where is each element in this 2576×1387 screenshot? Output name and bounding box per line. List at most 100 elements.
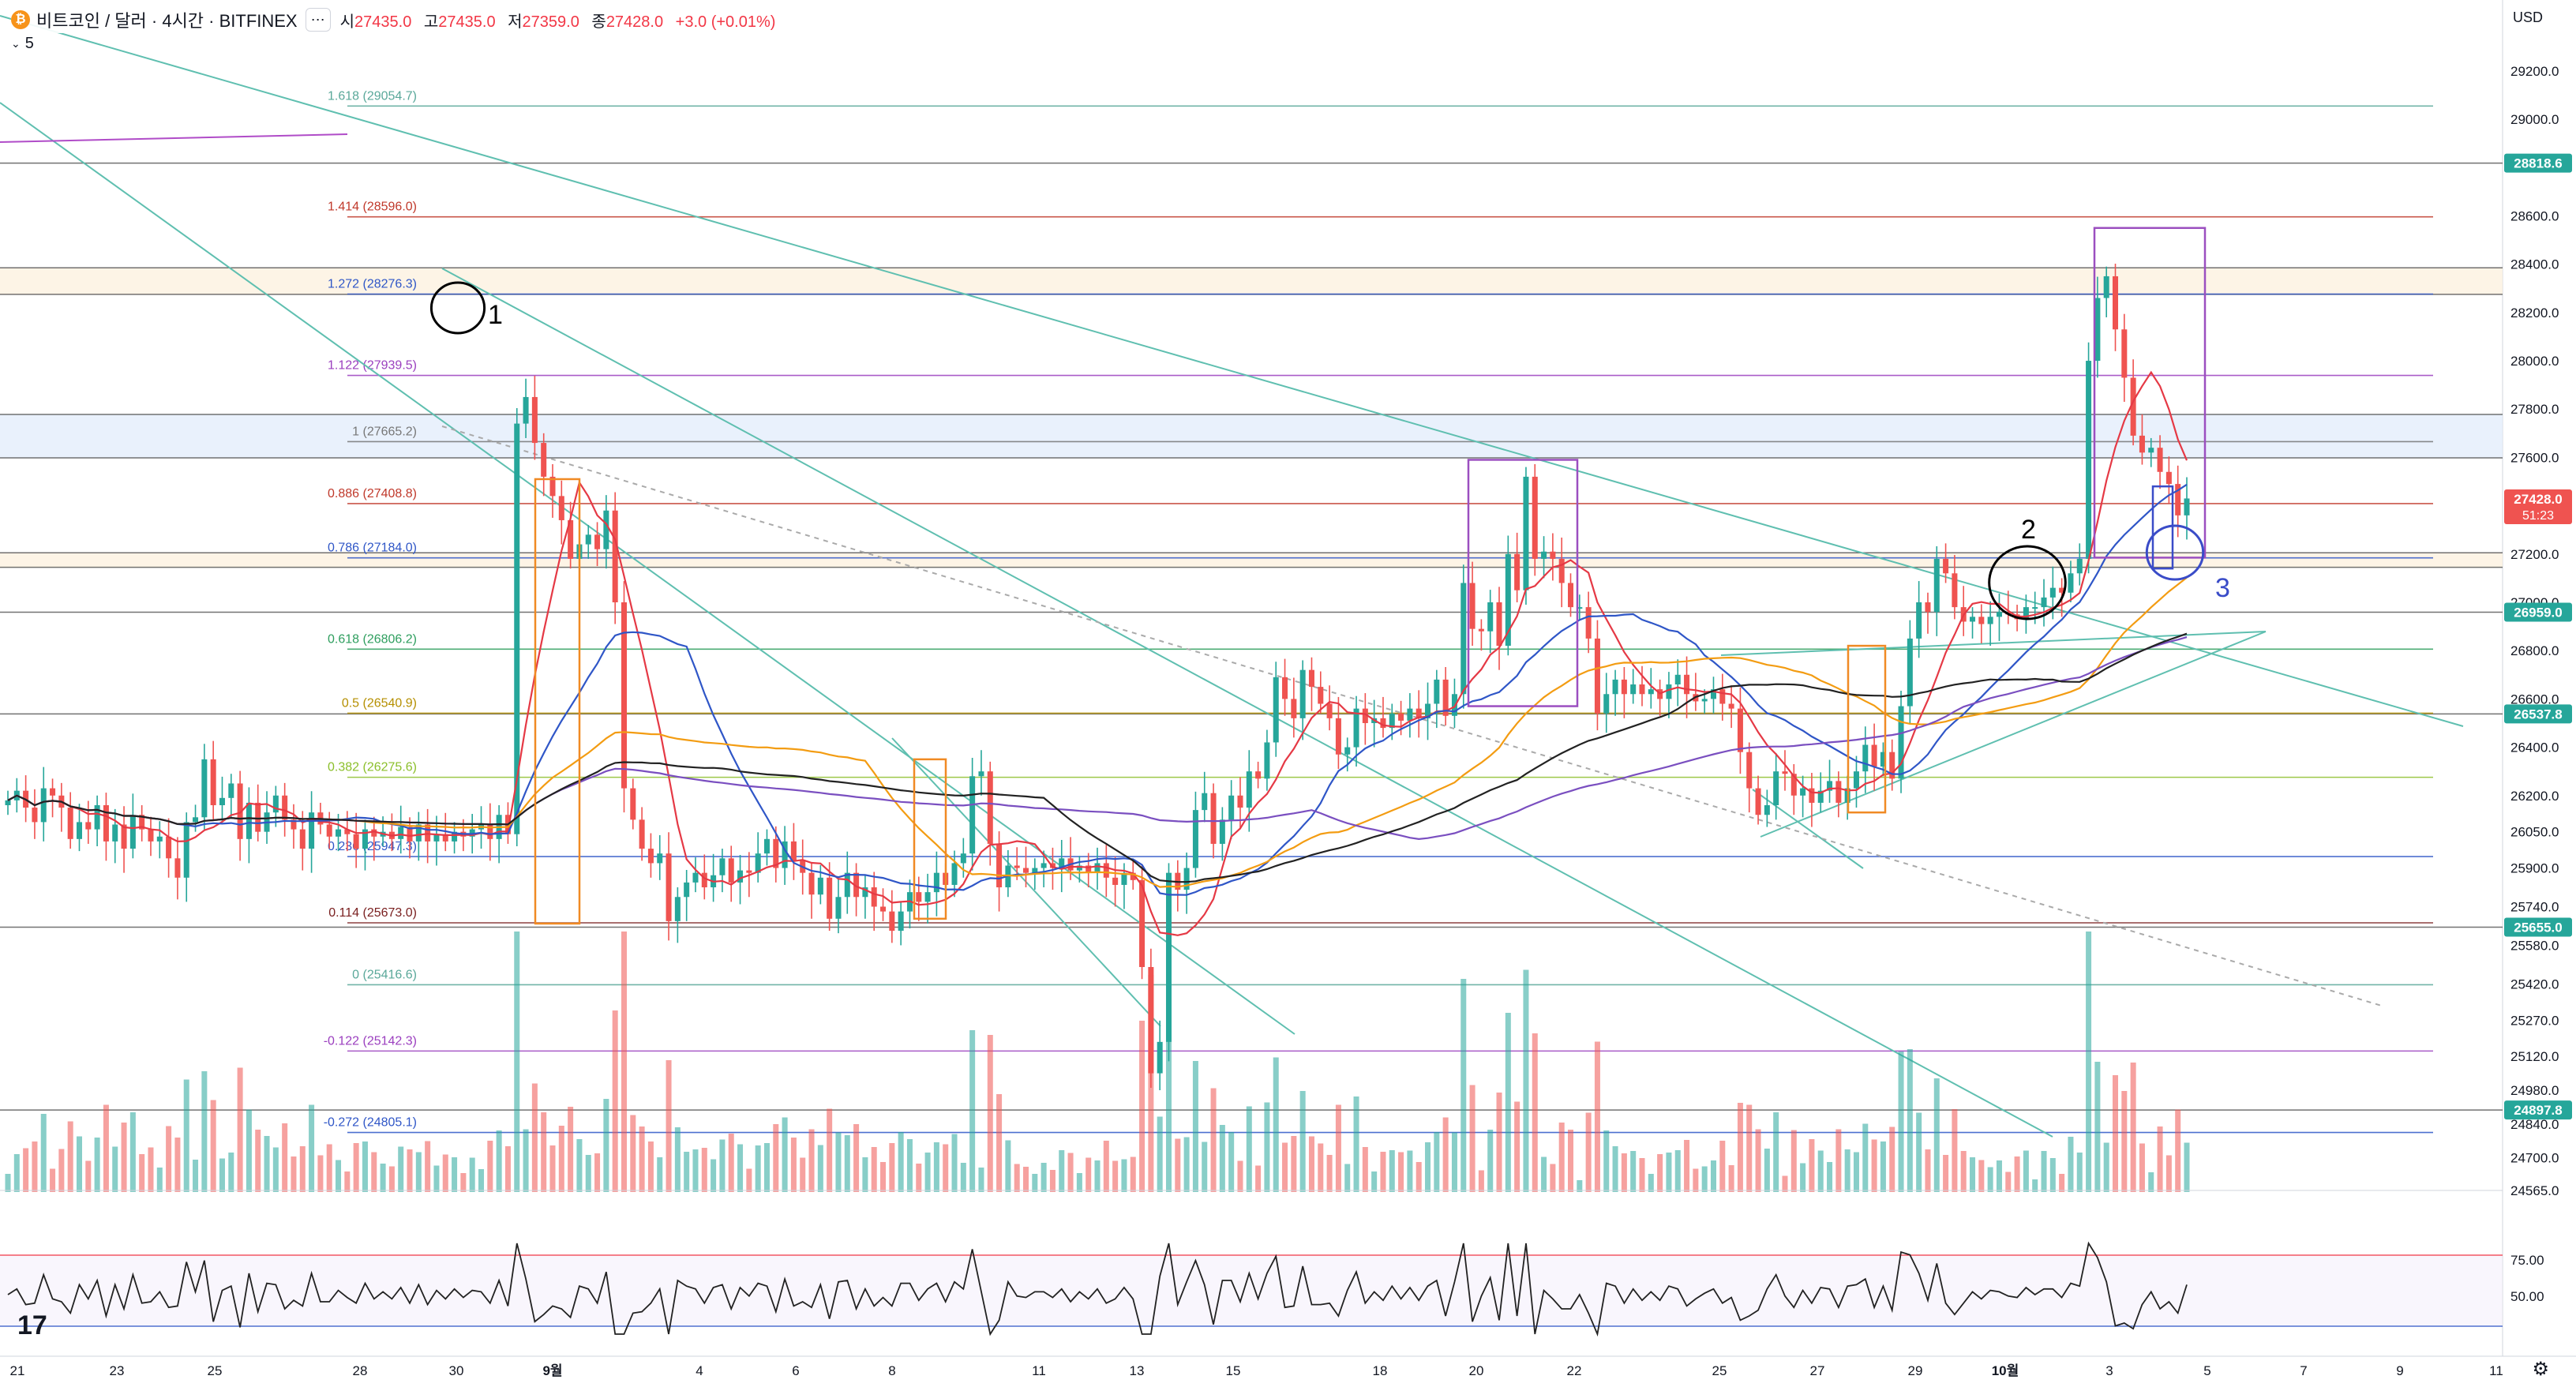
volume-bar — [174, 1138, 181, 1192]
candle-body — [1121, 872, 1127, 885]
candle-body — [674, 897, 681, 921]
candle-body — [2165, 471, 2172, 485]
candle-body — [1407, 708, 1413, 721]
volume-bar — [264, 1136, 270, 1192]
volume-bar — [711, 1159, 717, 1192]
candle-body — [1496, 602, 1502, 647]
candle-body — [1701, 699, 1708, 702]
candle-body — [1434, 679, 1440, 704]
candle-body — [2094, 298, 2101, 362]
volume-bar — [1568, 1130, 1574, 1192]
trend-line — [441, 425, 2385, 1007]
candle-body — [1130, 872, 1136, 880]
candle-body — [1264, 742, 1270, 779]
fib-level-label: 0.382 (26275.6) — [328, 761, 417, 774]
fib-level-label: 1.618 (29054.7) — [328, 89, 417, 103]
candle-body — [210, 759, 216, 805]
candle-body — [898, 911, 904, 932]
candle-body — [1943, 558, 1949, 574]
volume-bar — [2049, 1158, 2056, 1192]
tradingview-logo-icon[interactable]: 17 — [17, 1310, 47, 1340]
time-axis-label: 29 — [1908, 1363, 1923, 1378]
volume-bar — [121, 1123, 127, 1192]
bitcoin-icon: ₿ — [11, 10, 30, 29]
volume-bar — [1425, 1142, 1431, 1192]
candle-body — [237, 783, 243, 839]
candle-body — [1603, 694, 1610, 714]
volume-bar — [32, 1141, 38, 1192]
volume-bar — [237, 1067, 243, 1192]
volume-bar — [835, 1132, 842, 1192]
volume-bar — [1719, 1141, 1726, 1192]
trend-line — [441, 268, 2053, 1138]
fib-level-label: -0.272 (24805.1) — [324, 1116, 417, 1130]
indicator-toggle[interactable]: ⌄ 5 — [11, 35, 34, 53]
volume-bar — [1264, 1102, 1270, 1192]
candle-body — [1585, 607, 1592, 639]
volume-bar — [1755, 1129, 1761, 1192]
price-axis-label: 26600.0 — [2510, 692, 2559, 707]
volume-bar — [960, 1163, 966, 1192]
currency-label[interactable]: USD — [2512, 9, 2543, 25]
more-options-icon[interactable]: ⋯ — [305, 8, 331, 32]
candle-body — [103, 805, 109, 842]
volume-bar — [452, 1157, 458, 1192]
candle-body — [1112, 877, 1119, 885]
volume-bar — [2130, 1063, 2136, 1192]
symbol-title[interactable]: 비트코인 / 달러 · 4시간 · BITFINEX — [36, 11, 298, 31]
annotation-label: 2 — [2021, 515, 2036, 545]
candle-body — [1996, 612, 2002, 617]
candle-body — [1550, 551, 1556, 559]
candle-body — [5, 800, 11, 805]
candle-body — [2157, 448, 2163, 472]
price-axis-label: 26400.0 — [2510, 740, 2559, 755]
volume-bar — [156, 1168, 163, 1192]
volume-bar — [603, 1099, 609, 1192]
time-axis-label: 21 — [10, 1363, 25, 1378]
volume-bar — [1621, 1153, 1627, 1192]
volume-bar — [1299, 1091, 1306, 1192]
candle-body — [139, 815, 145, 830]
price-axis-label: 24980.0 — [2510, 1083, 2559, 1098]
volume-bar — [469, 1157, 475, 1192]
candle-body — [1898, 706, 1904, 779]
volume-bar — [2113, 1075, 2119, 1192]
candle-body — [452, 831, 458, 842]
volume-bar — [487, 1141, 493, 1192]
rsi-axis-label: 75.00 — [2510, 1253, 2544, 1268]
candle-body — [1541, 551, 1547, 559]
fib-level-label: 1.272 (28276.3) — [328, 278, 417, 291]
gear-icon[interactable]: ⚙ — [2532, 1359, 2549, 1380]
volume-bar — [1032, 1174, 1038, 1192]
volume-bar — [916, 1164, 922, 1192]
candle-body — [1612, 679, 1618, 695]
candle-body — [817, 877, 823, 895]
candle-body — [1014, 865, 1020, 868]
volume-bar — [2121, 1091, 2128, 1192]
time-axis-label: 5 — [2203, 1363, 2210, 1378]
fib-level-label: 1 (27665.2) — [352, 425, 417, 438]
annotation-box — [2151, 485, 2174, 570]
volume-bar — [1103, 1141, 1109, 1192]
volume-bar — [193, 1160, 199, 1192]
volume-bar — [987, 1035, 993, 1192]
volume-bar — [139, 1154, 145, 1192]
moving-average-line — [7, 636, 2188, 841]
volume-bar — [1076, 1173, 1082, 1192]
candle-body — [666, 853, 672, 921]
candle-body — [728, 858, 734, 883]
fib-level-label: 0.236 (25947.3) — [328, 840, 417, 853]
volume-bar — [166, 1126, 172, 1192]
fib-level-label: 0.886 (27408.8) — [328, 487, 417, 500]
volume-bar — [1049, 1170, 1056, 1192]
volume-bar — [1130, 1156, 1136, 1192]
volume-bar — [2184, 1142, 2190, 1192]
candle-body — [790, 841, 797, 861]
volume-bar — [219, 1158, 225, 1192]
trend-line — [0, 102, 1295, 1035]
volume-bar — [978, 1168, 984, 1192]
annotation-circle — [429, 281, 486, 335]
candle-body — [344, 829, 351, 834]
volume-bar — [1835, 1129, 1842, 1192]
